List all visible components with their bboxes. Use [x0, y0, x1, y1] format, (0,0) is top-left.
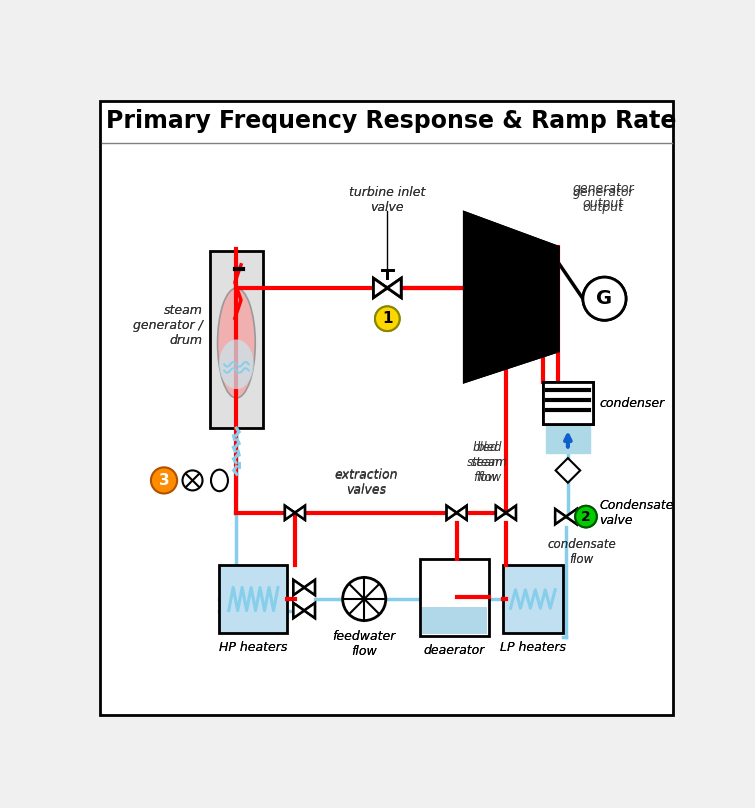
Text: turbine inlet
valve: turbine inlet valve: [349, 186, 426, 213]
Bar: [210, 251, 263, 428]
Polygon shape: [294, 580, 304, 595]
Ellipse shape: [219, 339, 254, 389]
Polygon shape: [374, 278, 387, 297]
Bar: [420, 559, 489, 636]
Text: Condensate
valve: Condensate valve: [599, 499, 673, 527]
Polygon shape: [295, 506, 305, 520]
Text: HP heaters: HP heaters: [219, 641, 288, 654]
Text: LP heaters: LP heaters: [500, 641, 565, 654]
Bar: [546, 424, 590, 453]
Polygon shape: [304, 580, 315, 595]
Polygon shape: [304, 603, 315, 618]
Polygon shape: [464, 213, 558, 382]
Circle shape: [183, 470, 202, 490]
Text: 1: 1: [382, 311, 393, 326]
Text: condensate
flow: condensate flow: [547, 538, 616, 566]
Text: condenser: condenser: [599, 397, 664, 410]
Polygon shape: [555, 509, 566, 524]
Polygon shape: [566, 509, 577, 524]
Polygon shape: [496, 506, 506, 520]
Bar: [220, 565, 287, 633]
Text: generator
output: generator output: [572, 186, 633, 213]
Text: feedwater
flow: feedwater flow: [332, 629, 396, 658]
Polygon shape: [295, 506, 305, 520]
Polygon shape: [387, 278, 401, 297]
Polygon shape: [556, 458, 580, 482]
Circle shape: [151, 467, 177, 494]
Circle shape: [583, 277, 626, 320]
Circle shape: [375, 306, 399, 331]
Polygon shape: [496, 506, 506, 520]
Text: steam
generator /
drum: steam generator / drum: [133, 304, 202, 347]
Ellipse shape: [217, 288, 255, 398]
Text: condensate
flow: condensate flow: [547, 538, 616, 566]
Polygon shape: [285, 506, 295, 520]
Text: extraction
valves: extraction valves: [334, 469, 398, 498]
Circle shape: [575, 506, 596, 528]
Polygon shape: [555, 509, 566, 524]
Text: extraction
valves: extraction valves: [334, 468, 398, 496]
Bar: [543, 382, 593, 424]
Text: 1: 1: [382, 311, 393, 326]
Text: deaerator: deaerator: [424, 644, 485, 657]
Text: steam
generator /
drum: steam generator / drum: [133, 304, 202, 347]
Polygon shape: [304, 603, 315, 618]
Text: bled
steam
flow: bled steam flow: [467, 440, 504, 483]
Polygon shape: [447, 506, 457, 520]
Bar: [422, 607, 487, 633]
Circle shape: [343, 578, 386, 621]
Text: condenser: condenser: [599, 397, 664, 410]
Polygon shape: [506, 506, 516, 520]
Polygon shape: [457, 506, 467, 520]
Ellipse shape: [211, 469, 228, 491]
Text: generator
output: generator output: [572, 182, 633, 209]
Polygon shape: [304, 580, 315, 595]
Text: G: G: [596, 289, 612, 308]
Text: Condensate
valve: Condensate valve: [599, 499, 673, 527]
Polygon shape: [464, 213, 558, 382]
Polygon shape: [294, 580, 304, 595]
Text: Primary Frequency Response & Ramp Rate: Primary Frequency Response & Ramp Rate: [106, 108, 676, 133]
Circle shape: [375, 306, 399, 331]
Circle shape: [583, 277, 626, 320]
Text: deaerator: deaerator: [424, 644, 485, 657]
Polygon shape: [294, 603, 304, 618]
Bar: [543, 382, 593, 424]
Text: G: G: [596, 289, 612, 308]
Text: LP heaters: LP heaters: [500, 641, 565, 654]
Polygon shape: [285, 506, 295, 520]
Text: HP heaters: HP heaters: [219, 641, 288, 654]
Text: feedwater
flow: feedwater flow: [332, 629, 396, 658]
Polygon shape: [457, 506, 467, 520]
Polygon shape: [566, 509, 577, 524]
Text: bled
steam
flow: bled steam flow: [470, 441, 507, 484]
Bar: [503, 565, 563, 633]
Text: 2: 2: [581, 510, 591, 524]
Polygon shape: [387, 278, 401, 297]
Text: turbine inlet
valve: turbine inlet valve: [349, 186, 426, 213]
Text: 2: 2: [581, 510, 591, 524]
Polygon shape: [447, 506, 457, 520]
Polygon shape: [294, 603, 304, 618]
Circle shape: [575, 506, 596, 528]
Polygon shape: [374, 278, 387, 297]
Polygon shape: [506, 506, 516, 520]
Text: 3: 3: [159, 473, 169, 488]
